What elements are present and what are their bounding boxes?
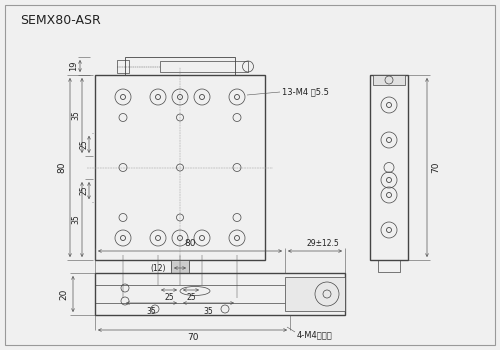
Text: 25: 25 [80, 140, 88, 149]
Text: 35: 35 [204, 307, 214, 315]
Text: 70: 70 [432, 162, 440, 173]
Text: 35: 35 [72, 215, 80, 224]
Text: 70: 70 [187, 334, 198, 343]
Text: 80: 80 [184, 238, 196, 247]
Text: 35: 35 [146, 307, 156, 315]
Text: SEMX80-ASR: SEMX80-ASR [20, 14, 101, 27]
Text: 20: 20 [60, 288, 68, 300]
Bar [171, 260, 189, 273]
Text: 19: 19 [70, 61, 78, 71]
Bar [95, 273, 345, 315]
Text: (12): (12) [150, 264, 166, 273]
Bar [125, 57, 235, 75]
Bar [378, 260, 400, 272]
Bar [160, 61, 248, 72]
Text: 4-M4沉偶孔: 4-M4沉偶孔 [297, 330, 333, 340]
Text: 13-M4 深5.5: 13-M4 深5.5 [282, 88, 329, 97]
Text: 29±12.5: 29±12.5 [306, 238, 340, 247]
Text: 80: 80 [58, 162, 66, 173]
Bar [285, 277, 345, 311]
Bar [373, 75, 405, 85]
Text: 25: 25 [186, 294, 196, 302]
Bar [370, 75, 408, 260]
Text: 25: 25 [80, 186, 88, 195]
Bar [117, 60, 129, 73]
Text: 25: 25 [164, 294, 174, 302]
Bar [95, 75, 265, 260]
Text: 35: 35 [72, 111, 80, 120]
